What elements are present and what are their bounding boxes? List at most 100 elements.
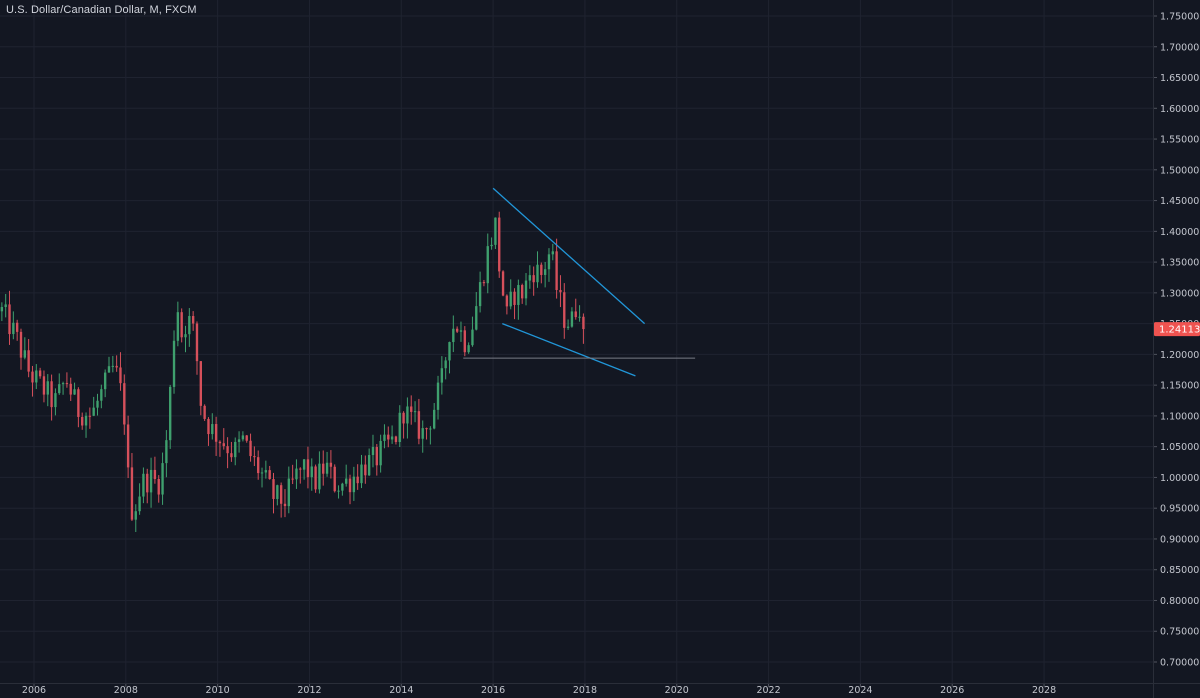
candle-body [172, 340, 176, 387]
candle-body [314, 466, 317, 490]
candle-body [517, 285, 520, 305]
candle-body [169, 386, 172, 441]
candle-body [237, 439, 241, 442]
candle-body [547, 254, 551, 270]
candle-body [352, 476, 356, 493]
x-tick-label: 2012 [297, 685, 321, 696]
candle-body [551, 251, 554, 255]
candle-body [268, 470, 271, 480]
x-tick-label: 2028 [1032, 685, 1056, 696]
x-tick-label: 2014 [389, 685, 413, 696]
y-tick-label: 0.75000 [1160, 627, 1199, 638]
y-tick-label: 0.70000 [1160, 658, 1199, 669]
candle-body [383, 434, 386, 441]
candle-body [188, 316, 191, 335]
candle-body [257, 457, 260, 474]
candle-body [410, 406, 413, 412]
y-tick-label: 0.95000 [1160, 504, 1199, 515]
candle-body [134, 511, 137, 520]
candle-body [394, 436, 398, 443]
candle-body [295, 468, 298, 480]
candle-body [318, 463, 321, 490]
candle-body [482, 282, 486, 284]
y-tick-label: 1.75000 [1160, 12, 1199, 23]
candle-body [555, 251, 558, 290]
candle-body [563, 292, 566, 328]
y-tick-label: 1.55000 [1160, 135, 1199, 146]
candle-body [341, 483, 344, 491]
candle-body [272, 479, 275, 499]
candle-body [345, 478, 348, 484]
candle-body [50, 381, 53, 408]
chart-title: U.S. Dollar/Canadian Dollar, M, FXCM [6, 4, 197, 16]
y-tick-label: 1.45000 [1160, 196, 1199, 207]
candle-body [360, 464, 363, 484]
x-tick-label: 2024 [848, 685, 872, 696]
candle-body [69, 383, 72, 395]
candle-body [536, 264, 539, 283]
candle-body [276, 485, 279, 499]
candle-body [566, 326, 570, 328]
candle-body [65, 383, 69, 385]
candle-body [578, 316, 581, 318]
drawings [463, 187, 696, 377]
price-axis[interactable]: 1.75000 1.70000 1.65000 1.60000 1.55000 1.500… [1153, 0, 1199, 698]
candle-body [253, 456, 256, 458]
time-axis[interactable]: 2006 2008 2010 2012 2014 2016 2018 2020 2022 2024… [0, 683, 1200, 696]
candle-body [157, 478, 160, 495]
candle-body [130, 467, 134, 520]
candle-body [81, 416, 84, 426]
candle-body [467, 345, 470, 353]
candle-body [528, 275, 532, 281]
candle-body [402, 412, 405, 424]
x-tick-label: 2016 [481, 685, 505, 696]
candle-body [513, 291, 516, 305]
candle-body [100, 389, 103, 401]
candle-body [356, 476, 359, 484]
candle-body [478, 282, 482, 307]
candle-body [540, 264, 543, 275]
candle-body [486, 246, 489, 284]
candle-body [367, 455, 371, 476]
candle-body [23, 350, 27, 358]
candle-body [444, 360, 447, 369]
y-tick-label: 1.05000 [1160, 442, 1199, 453]
candle-body [582, 316, 585, 330]
candle-body [84, 415, 88, 426]
last-price-label: 1.24113 [1154, 322, 1200, 337]
last-price-text: 1.24113 [1159, 325, 1200, 336]
candle-body [207, 418, 210, 435]
candle-body [440, 368, 444, 383]
candle-body [299, 468, 302, 470]
candle-body [142, 473, 145, 497]
candle-body [8, 304, 11, 335]
candle-body [77, 389, 80, 417]
candle-body [103, 372, 107, 390]
candle-body [234, 441, 237, 458]
candle-body [176, 312, 180, 341]
candle-body [505, 295, 509, 307]
candle-body [184, 334, 187, 338]
candle-body [241, 435, 245, 440]
candle-body [214, 424, 218, 442]
candle-body [42, 376, 46, 395]
candle-body [413, 411, 417, 413]
x-tick-label: 2008 [114, 685, 138, 696]
candle-body [180, 312, 183, 338]
candle-body [249, 440, 252, 457]
candle-body [31, 371, 34, 383]
x-tick-label: 2022 [756, 685, 780, 696]
candle-body [436, 382, 440, 410]
candle-body [96, 400, 99, 408]
candle-body [54, 393, 57, 408]
candle-body [501, 271, 505, 296]
candle-body [570, 311, 574, 327]
y-tick-label: 1.15000 [1160, 381, 1199, 392]
candle-body [455, 328, 459, 332]
candle-body [222, 443, 225, 447]
candle-body [325, 462, 329, 474]
candle-body [264, 470, 268, 473]
candle-body [498, 217, 501, 272]
